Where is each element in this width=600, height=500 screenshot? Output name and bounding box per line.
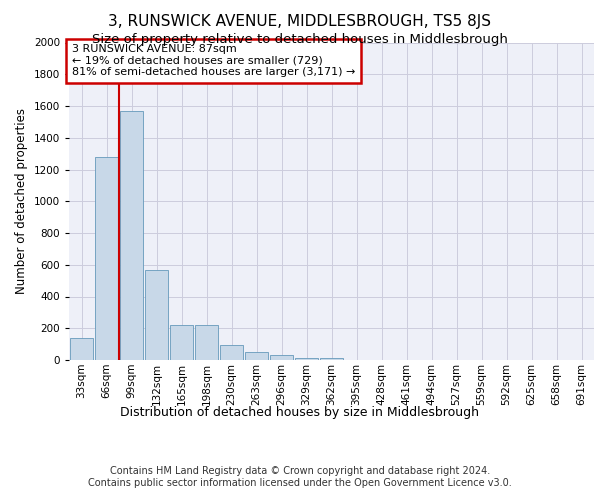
Text: Contains HM Land Registry data © Crown copyright and database right 2024.
Contai: Contains HM Land Registry data © Crown c… [88, 466, 512, 487]
Text: Size of property relative to detached houses in Middlesbrough: Size of property relative to detached ho… [92, 32, 508, 46]
Bar [95, 157, 118, 360]
Text: 3, RUNSWICK AVENUE, MIDDLESBROUGH, TS5 8JS: 3, RUNSWICK AVENUE, MIDDLESBROUGH, TS5 8… [109, 14, 491, 29]
Text: Distribution of detached houses by size in Middlesbrough: Distribution of detached houses by size … [121, 406, 479, 419]
Bar [170, 325, 193, 360]
Bar [295, 358, 318, 360]
Bar [145, 270, 168, 360]
Bar [320, 358, 343, 360]
Bar [220, 345, 243, 360]
Bar [195, 325, 218, 360]
Bar [70, 338, 93, 360]
Bar [120, 111, 143, 360]
Bar [270, 355, 293, 360]
Bar [245, 352, 268, 360]
Y-axis label: Number of detached properties: Number of detached properties [15, 108, 28, 294]
Text: 3 RUNSWICK AVENUE: 87sqm
← 19% of detached houses are smaller (729)
81% of semi-: 3 RUNSWICK AVENUE: 87sqm ← 19% of detach… [72, 44, 355, 78]
